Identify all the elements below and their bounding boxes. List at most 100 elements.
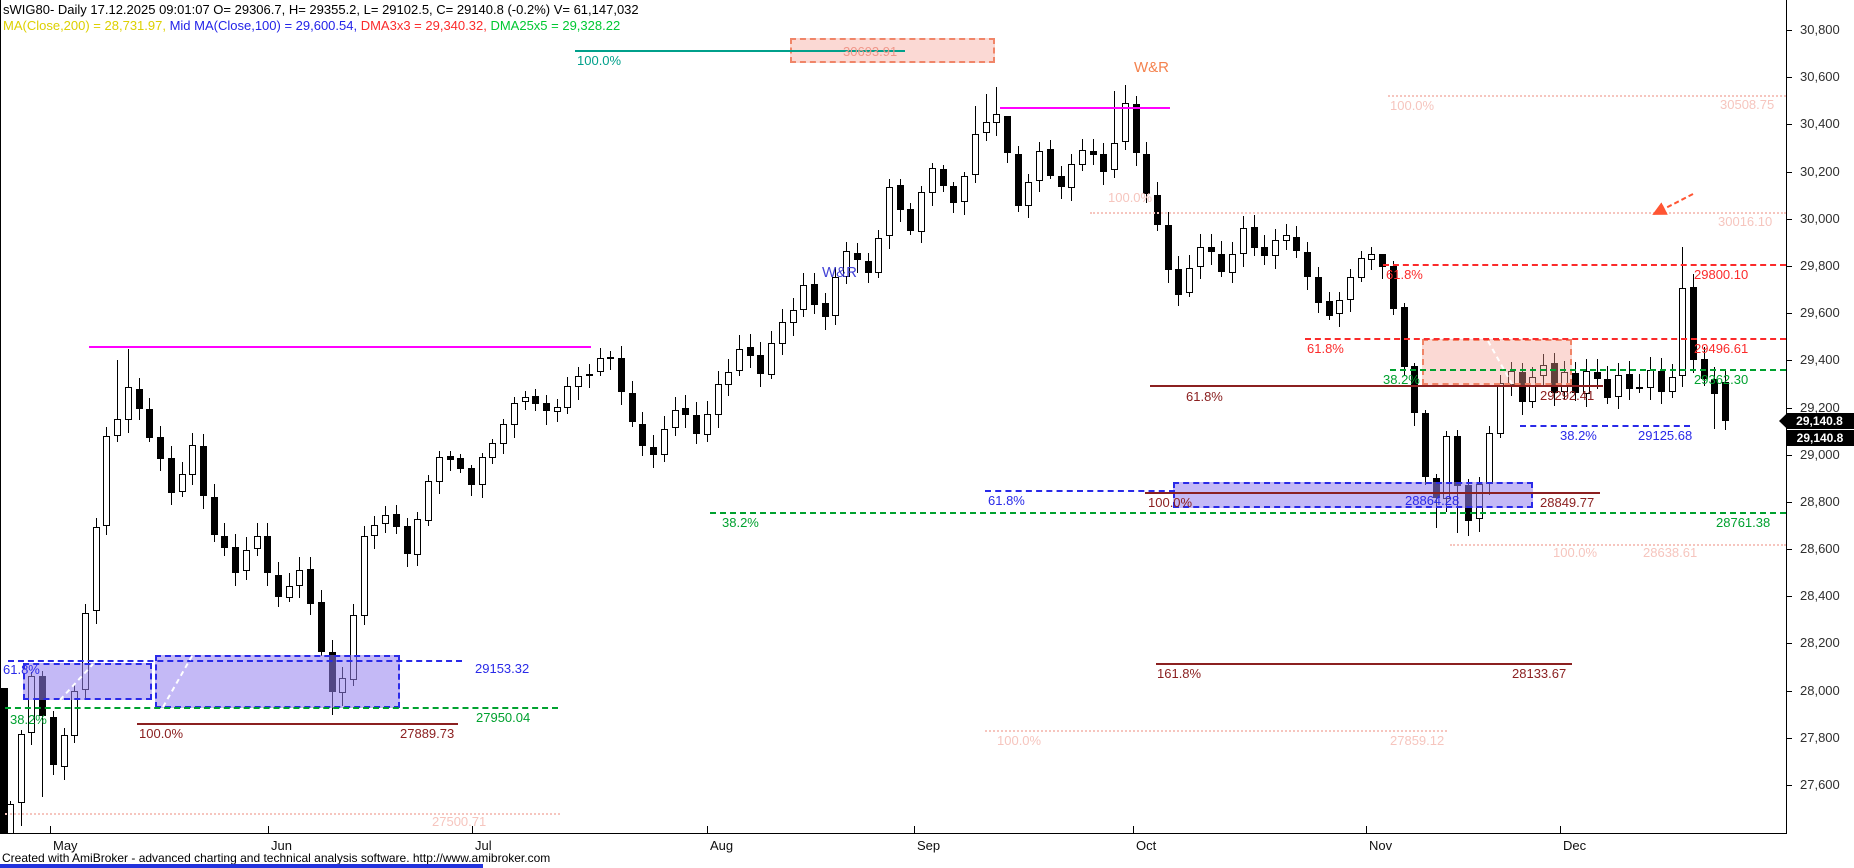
candle (832, 276, 839, 317)
candle (103, 436, 110, 526)
candle (993, 114, 1000, 123)
fib-level-line[interactable] (137, 723, 458, 725)
candle (1572, 373, 1579, 393)
candle (1272, 240, 1279, 256)
candle (1529, 377, 1536, 402)
fib-level-line[interactable] (1390, 369, 1786, 371)
candle (1154, 194, 1161, 226)
candle (1519, 372, 1526, 403)
annotation-label: 28133.67 (1512, 666, 1567, 681)
fib-level-line[interactable] (1388, 95, 1786, 97)
annotation-label: 27859.12 (1390, 733, 1445, 748)
candle (1336, 300, 1343, 315)
candle (1658, 371, 1665, 392)
fib-level-line[interactable] (89, 346, 591, 348)
date-axis-tick (1366, 826, 1367, 833)
fib-level-line[interactable] (1520, 425, 1690, 427)
status-bar: Created with AmiBroker - advanced charti… (2, 851, 551, 865)
date-axis-line (0, 833, 1787, 834)
fib-retracement-box[interactable] (0, 688, 8, 833)
price-axis-tick (1786, 77, 1792, 79)
candle (1594, 371, 1601, 380)
price-axis-label: 30,000 (1800, 210, 1840, 226)
annotation-label: 29292.41 (1540, 388, 1595, 403)
candle (1122, 103, 1129, 143)
candle (822, 303, 829, 318)
candle (1197, 246, 1204, 268)
fib-level-line[interactable] (1145, 492, 1600, 494)
candle (318, 602, 325, 653)
fib-retracement-box[interactable] (1173, 482, 1533, 508)
candle (586, 373, 593, 377)
candle (1411, 366, 1418, 413)
candle (371, 525, 378, 536)
candle (757, 354, 764, 375)
price-axis-tick (1786, 124, 1792, 126)
price-axis-label: 29,000 (1800, 446, 1840, 462)
candle (618, 357, 625, 393)
fib-level-line[interactable] (5, 813, 560, 815)
fib-level-line[interactable] (1383, 264, 1786, 266)
candle (1261, 247, 1268, 257)
horizontal-scrollbar-thumb[interactable] (0, 864, 483, 868)
candle (768, 343, 775, 375)
candle (843, 251, 850, 278)
annotation-label: 29496.61 (1694, 341, 1749, 356)
candle (211, 496, 218, 536)
month-label: May (53, 838, 78, 853)
candle (532, 395, 539, 404)
candle (447, 456, 454, 460)
candle (1004, 115, 1011, 153)
fib-level-line[interactable] (1000, 107, 1170, 109)
candle (854, 252, 861, 260)
candle (1626, 374, 1633, 390)
candle (1583, 370, 1590, 395)
candle (1326, 301, 1333, 316)
candle (961, 176, 968, 202)
fib-level-line[interactable] (985, 730, 1447, 732)
fib-level-line[interactable] (8, 660, 462, 662)
candle (918, 191, 925, 233)
annotation-label: 100.0% (139, 726, 184, 741)
candle (93, 527, 100, 612)
indicator-legend-segment: MA(Close,200) = 28,731.97, (3, 18, 170, 33)
candle (393, 513, 400, 527)
annotation-label: 29125.68 (1638, 428, 1693, 443)
fib-level-line[interactable] (1305, 338, 1786, 340)
fib-level-line[interactable] (575, 50, 905, 52)
candle (629, 392, 636, 423)
annotation-label: 27950.04 (476, 710, 531, 725)
candle (607, 356, 614, 359)
candle (1679, 288, 1686, 377)
fib-level-line[interactable] (1450, 544, 1786, 546)
price-axis-label: 30,800 (1800, 22, 1840, 37)
candle (682, 408, 689, 416)
fib-level-line[interactable] (1156, 663, 1572, 665)
candle (457, 458, 464, 470)
fib-level-line[interactable] (710, 512, 1786, 514)
candle (361, 536, 368, 617)
candle (200, 446, 207, 496)
candle (790, 310, 797, 324)
fib-level-line[interactable] (1090, 212, 1786, 214)
candle (543, 402, 550, 412)
fib-level-line[interactable] (1150, 385, 1603, 387)
candle (800, 284, 807, 311)
date-axis-tick (472, 826, 473, 833)
candle (522, 397, 529, 402)
candle (865, 261, 872, 273)
candle (1036, 150, 1043, 181)
candle (1133, 103, 1140, 154)
price-axis-label: 30,400 (1800, 116, 1840, 132)
candle (693, 415, 700, 435)
annotation-label: 61.8% (988, 493, 1025, 508)
fib-retracement-box[interactable] (1422, 339, 1572, 385)
annotation-label: 27889.73 (400, 726, 455, 741)
fib-level-line[interactable] (5, 707, 558, 709)
candle (1240, 228, 1247, 255)
price-axis-label: 29,600 (1800, 305, 1840, 321)
fib-retracement-box[interactable] (23, 663, 152, 700)
fib-level-line[interactable] (985, 490, 1175, 492)
chart-plot-area[interactable]: 100.0% 30693.91 W&R 100.0% 30508.75 100.0% 300… (0, 0, 1786, 833)
candle (307, 568, 314, 604)
